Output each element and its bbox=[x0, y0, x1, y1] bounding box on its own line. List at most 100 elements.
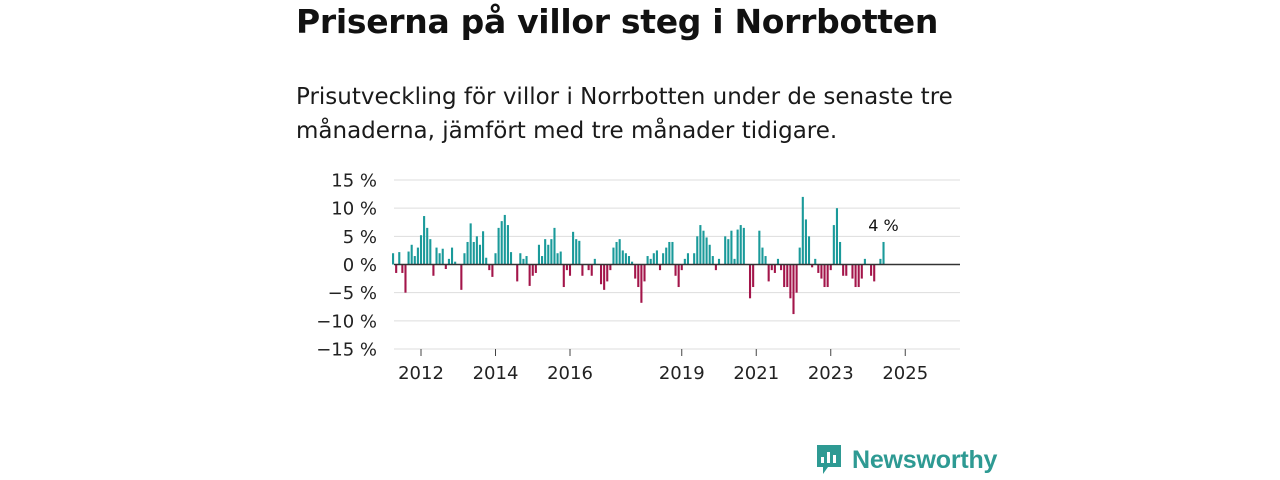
x-tick-label: 2016 bbox=[547, 363, 593, 384]
bar bbox=[435, 247, 438, 265]
bar bbox=[599, 264, 603, 285]
bar bbox=[665, 247, 668, 265]
bar bbox=[624, 253, 627, 265]
bar bbox=[780, 264, 783, 271]
bar bbox=[634, 264, 637, 279]
bar bbox=[460, 264, 463, 290]
bar bbox=[522, 258, 525, 265]
bar bbox=[795, 264, 798, 293]
bar bbox=[814, 258, 817, 265]
bar bbox=[649, 258, 652, 265]
bar bbox=[699, 225, 702, 265]
bar bbox=[497, 227, 500, 265]
bar bbox=[860, 264, 863, 279]
bar bbox=[587, 264, 590, 271]
bar bbox=[509, 252, 513, 265]
bar bbox=[603, 264, 606, 290]
bar bbox=[882, 241, 885, 265]
x-tick-label: 2012 bbox=[398, 363, 444, 384]
bar bbox=[714, 264, 717, 271]
bar bbox=[578, 240, 581, 265]
bar bbox=[413, 256, 416, 265]
bar bbox=[590, 264, 593, 276]
bar bbox=[556, 253, 559, 265]
bar bbox=[550, 239, 553, 265]
bar bbox=[432, 264, 435, 276]
y-tick-label: 10 % bbox=[331, 199, 377, 220]
bar bbox=[776, 258, 780, 265]
x-tick-label: 2023 bbox=[808, 363, 854, 384]
bar bbox=[863, 258, 866, 265]
bar bbox=[500, 221, 503, 265]
bar bbox=[705, 237, 708, 265]
bar bbox=[736, 229, 739, 265]
bar bbox=[531, 264, 534, 276]
y-axis: 15 % 10 % 5 % 0 % −5 % −10 % −15 % bbox=[316, 171, 377, 361]
bar bbox=[770, 264, 773, 271]
bar bbox=[857, 264, 860, 288]
bar bbox=[711, 256, 714, 265]
bar bbox=[870, 264, 873, 276]
bar bbox=[835, 208, 839, 265]
bar bbox=[419, 235, 423, 265]
y-tick-label: 15 % bbox=[331, 171, 377, 192]
newsworthy-logo-icon bbox=[817, 445, 841, 474]
bar bbox=[454, 261, 457, 265]
bar bbox=[693, 253, 696, 265]
bar bbox=[739, 225, 742, 265]
bar bbox=[811, 264, 814, 268]
bar bbox=[820, 264, 823, 279]
grid-lines bbox=[394, 179, 960, 350]
bar bbox=[752, 264, 755, 288]
bar bbox=[544, 239, 547, 265]
bar bbox=[680, 264, 683, 271]
bar bbox=[447, 258, 450, 265]
bar bbox=[640, 264, 643, 303]
bar bbox=[565, 264, 568, 271]
bar bbox=[472, 241, 475, 265]
bar bbox=[668, 241, 671, 265]
bar bbox=[392, 253, 395, 265]
bar-series bbox=[392, 196, 885, 315]
bar bbox=[764, 256, 767, 265]
bar bbox=[494, 253, 497, 265]
x-tick-label: 2019 bbox=[659, 363, 705, 384]
newsworthy-logo: Newsworthy bbox=[815, 444, 997, 476]
bar bbox=[410, 244, 413, 265]
bar bbox=[606, 264, 609, 282]
bar bbox=[482, 231, 485, 265]
bar bbox=[429, 239, 432, 265]
bar bbox=[832, 225, 835, 265]
bar bbox=[677, 264, 680, 288]
bar bbox=[758, 230, 761, 265]
bar bbox=[801, 196, 804, 265]
bar bbox=[466, 241, 469, 265]
bar bbox=[488, 264, 491, 271]
bar bbox=[581, 264, 584, 276]
bar bbox=[404, 264, 407, 293]
bar bbox=[441, 248, 444, 265]
bar bbox=[792, 264, 795, 315]
bar bbox=[547, 244, 550, 265]
bar bbox=[506, 225, 509, 265]
bar bbox=[708, 244, 711, 265]
bar bbox=[503, 214, 506, 265]
bar bbox=[621, 250, 624, 265]
bar bbox=[702, 230, 705, 265]
bar bbox=[438, 253, 441, 265]
bar bbox=[637, 264, 640, 288]
bar bbox=[469, 223, 472, 265]
bar bbox=[612, 247, 615, 265]
bar bbox=[475, 236, 478, 265]
bar bbox=[426, 227, 429, 265]
bar bbox=[879, 258, 882, 265]
newsworthy-logo-text: Newsworthy bbox=[852, 445, 998, 474]
bar bbox=[854, 264, 857, 288]
bar bbox=[730, 230, 733, 265]
bar bbox=[662, 253, 665, 265]
bar bbox=[658, 264, 662, 271]
bar bbox=[491, 264, 494, 277]
bar bbox=[773, 264, 776, 273]
bar bbox=[686, 253, 690, 265]
